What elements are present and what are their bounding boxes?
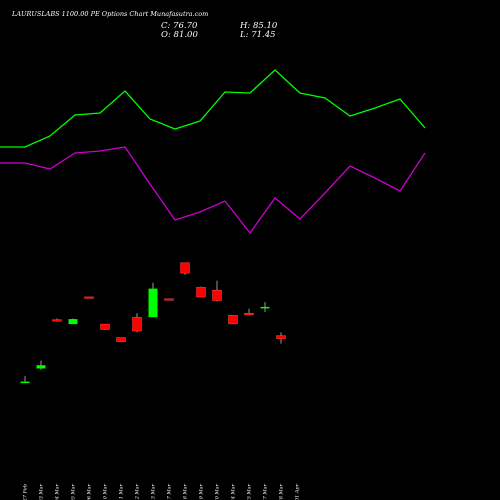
candle-10 bbox=[180, 262, 190, 275]
series-line-0 bbox=[0, 69, 426, 148]
candle-12 bbox=[212, 280, 222, 302]
candle-body bbox=[180, 262, 190, 274]
candle-body bbox=[20, 381, 30, 384]
x-tick-label: 12 Mar bbox=[135, 483, 141, 500]
candle-body bbox=[228, 315, 238, 325]
candle-8 bbox=[148, 282, 158, 318]
x-tick-label: 20 Mar bbox=[215, 483, 221, 500]
x-tick-label: 19 Mar bbox=[199, 483, 205, 500]
candle-body bbox=[116, 337, 126, 342]
candle-2 bbox=[52, 318, 62, 322]
candle-body bbox=[84, 296, 94, 299]
series-line-1 bbox=[0, 146, 426, 235]
candle-14 bbox=[244, 308, 254, 316]
candle-15 bbox=[260, 302, 270, 312]
candles bbox=[20, 262, 286, 384]
low-readout: L: 71.45 bbox=[239, 30, 276, 40]
x-tick-label: 17 Mar bbox=[167, 483, 173, 500]
candle-body bbox=[148, 288, 158, 318]
x-tick-label: 10 Mar bbox=[103, 483, 109, 500]
x-axis-ticks: 27 Feb 03 Mar 04 Mar 05 Mar 06 Mar 10 Mar 11 M… bbox=[23, 483, 301, 500]
candle-body bbox=[52, 319, 62, 322]
open-readout: O: 81.00 bbox=[161, 30, 198, 40]
candle-body bbox=[164, 298, 174, 301]
candle-body bbox=[244, 313, 254, 316]
x-tick-label: 27 Feb bbox=[23, 484, 29, 500]
x-tick-label: 13 Mar bbox=[151, 483, 157, 500]
candle-body bbox=[196, 286, 206, 298]
chart-title: LAURUSLABS 1100.00 PE Options Chart Muna… bbox=[11, 10, 208, 18]
candle-body bbox=[132, 316, 142, 332]
candle-4 bbox=[84, 296, 94, 299]
x-tick-label: 27 Mar bbox=[263, 483, 269, 500]
series-lines bbox=[0, 69, 426, 235]
candle-body bbox=[68, 319, 78, 325]
x-tick-label: 01 Apr bbox=[295, 483, 301, 500]
x-tick-label: 06 Mar bbox=[87, 483, 93, 500]
candle-7 bbox=[132, 313, 142, 333]
candle-9 bbox=[164, 298, 174, 301]
x-tick-label: 03 Mar bbox=[39, 483, 45, 500]
candle-3 bbox=[68, 318, 78, 325]
x-tick-label: 05 Mar bbox=[71, 483, 77, 500]
x-tick-label: 18 Mar bbox=[183, 483, 189, 500]
candle-0 bbox=[20, 376, 30, 384]
x-tick-label: 25 Mar bbox=[247, 483, 253, 500]
candle-body bbox=[276, 335, 286, 339]
x-tick-label: 04 Mar bbox=[55, 483, 61, 500]
candle-body bbox=[36, 365, 46, 369]
close-readout: C: 76.70 bbox=[161, 21, 198, 31]
candle-5 bbox=[100, 323, 110, 330]
high-readout: H: 85.10 bbox=[239, 21, 278, 31]
candle-6 bbox=[116, 337, 126, 343]
candle-1 bbox=[36, 360, 46, 370]
candle-body bbox=[212, 290, 222, 301]
x-tick-label: 11 Mar bbox=[119, 483, 125, 500]
candle-body bbox=[260, 306, 270, 309]
x-tick-label: 24 Mar bbox=[231, 483, 237, 500]
candle-16 bbox=[276, 332, 286, 344]
candle-11 bbox=[196, 286, 206, 298]
candle-body bbox=[100, 323, 110, 330]
candle-13 bbox=[228, 315, 238, 325]
x-tick-label: 28 Mar bbox=[279, 483, 285, 500]
